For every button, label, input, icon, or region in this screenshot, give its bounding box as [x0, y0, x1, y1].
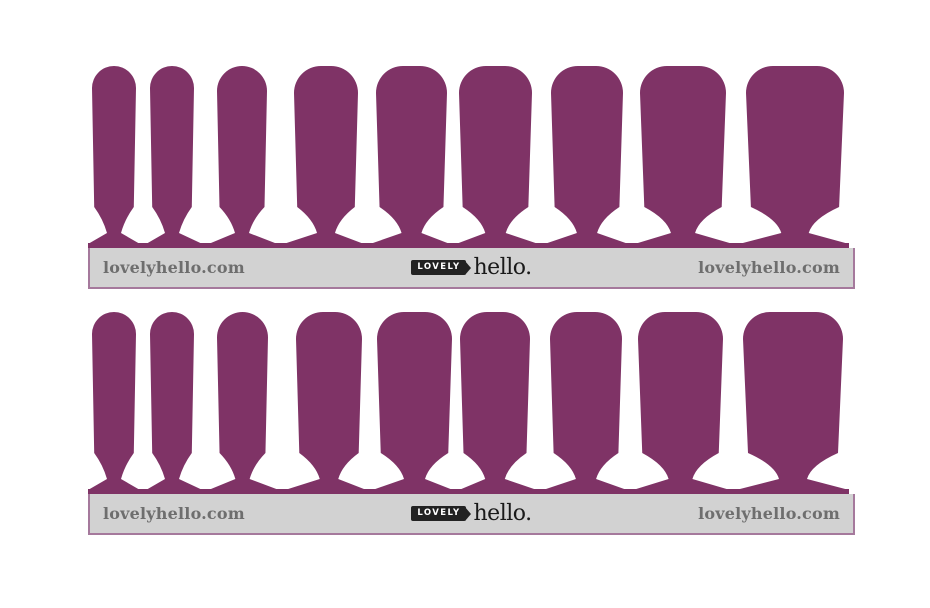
nail-shape [88, 66, 140, 244]
nail-shape [634, 66, 733, 244]
website-url-right: lovelyhello.com [698, 258, 840, 277]
nail-shape [370, 66, 450, 244]
nail-shape [146, 66, 203, 244]
nail-shape [739, 66, 849, 244]
nail-shape [208, 66, 278, 244]
nail-shape [544, 66, 629, 244]
nail-shape [285, 312, 367, 490]
nail-shape [283, 66, 364, 244]
nail-shape [459, 312, 537, 490]
logo-badge-arrow-icon [464, 260, 471, 275]
lovelyhello-logo: LOVELY hello. [411, 500, 533, 526]
website-url-left: lovelyhello.com [103, 258, 245, 277]
nail-shape [146, 312, 203, 490]
nail-shape [456, 66, 539, 244]
logo-badge-lovely: LOVELY [411, 260, 466, 275]
backing-strip [88, 489, 849, 494]
nail-shape [633, 312, 730, 490]
website-url-left: lovelyhello.com [103, 504, 245, 523]
logo-badge-arrow-icon [464, 506, 471, 521]
logo-word-hello: hello. [473, 254, 533, 280]
banner-top: lovelyhello.com LOVELY hello. lovelyhell… [88, 248, 855, 289]
logo-badge-lovely: LOVELY [411, 506, 466, 521]
website-url-right: lovelyhello.com [698, 504, 840, 523]
nail-shape [543, 312, 627, 490]
nail-shape [736, 312, 849, 490]
logo-word-hello: hello. [473, 500, 533, 526]
nail-shape [88, 312, 140, 490]
backing-strip [88, 243, 849, 248]
lovelyhello-logo: LOVELY hello. [411, 254, 533, 280]
nail-shape [208, 312, 279, 490]
nail-shape [372, 312, 453, 490]
banner-bottom: lovelyhello.com LOVELY hello. lovelyhell… [88, 494, 855, 535]
